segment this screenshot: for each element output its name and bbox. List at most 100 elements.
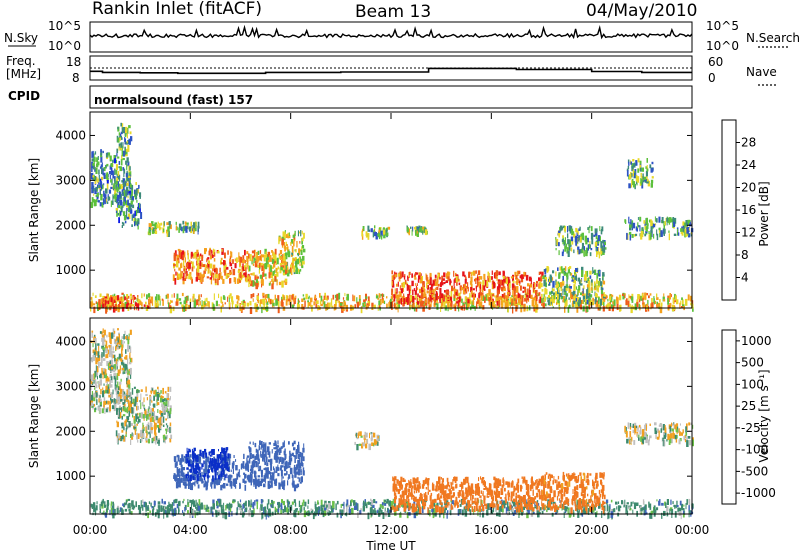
echo-cell (93, 160, 95, 165)
echo-cell (688, 510, 691, 514)
echo-cell (317, 500, 319, 505)
echo-cell (476, 304, 478, 309)
echo-cell (93, 392, 96, 398)
echo-cell (625, 507, 627, 514)
echo-cell (116, 160, 117, 164)
echo-cell (585, 280, 588, 283)
echo-cell (209, 248, 211, 252)
echo-cell (599, 281, 603, 285)
echo-cell (434, 274, 437, 278)
echo-region (115, 386, 173, 446)
echo-cell (107, 196, 111, 201)
echo-cell (157, 386, 159, 390)
echo-cell (126, 205, 129, 208)
echo-cell (570, 291, 573, 295)
echo-cell (283, 253, 285, 258)
echo-cell (481, 285, 484, 292)
echo-cell (529, 284, 531, 291)
echo-cell (668, 220, 671, 225)
echo-cell (94, 295, 97, 298)
echo-region (624, 216, 694, 241)
echo-cell (105, 303, 108, 307)
echo-cell (181, 271, 183, 274)
echo-cell (541, 289, 544, 292)
echo-cell (127, 191, 129, 196)
echo-cell (248, 253, 250, 259)
echo-cell (106, 172, 109, 178)
echo-cell (256, 256, 259, 264)
echo-cell (429, 290, 431, 294)
echo-cell (140, 212, 143, 219)
echo-cell (237, 301, 239, 307)
echo-cell (658, 216, 661, 223)
echo-cell (101, 202, 104, 208)
echo-cell (221, 484, 225, 488)
echo-cell (152, 509, 154, 516)
echo-cell (92, 349, 95, 354)
echo-cell (204, 504, 206, 510)
echo-cell (234, 304, 237, 308)
echo-cell (93, 373, 95, 380)
echo-cell (684, 231, 687, 238)
echo-cell (270, 269, 273, 275)
echo-cell (283, 280, 285, 283)
echo-cell (127, 339, 130, 345)
echo-cell (300, 249, 303, 255)
echo-cell (107, 152, 111, 156)
echo-cell (552, 297, 555, 304)
echo-cell (140, 438, 143, 441)
echo-cell (198, 454, 200, 461)
echo-cell (90, 379, 93, 385)
echo-cell (150, 223, 152, 228)
echo-cell (532, 297, 535, 301)
echo-cell (635, 233, 638, 236)
echo-cell (188, 226, 191, 231)
echo-cell (393, 304, 396, 307)
echo-cell (247, 274, 249, 280)
echo-cell (328, 511, 331, 515)
echo-cell (116, 346, 119, 350)
echo-cell (146, 424, 149, 431)
echo-cell (502, 300, 506, 303)
echo-cell (127, 388, 130, 396)
echo-cell (575, 268, 578, 272)
echo-cell (383, 499, 386, 505)
echo-cell (469, 299, 472, 305)
echo-cell (250, 273, 253, 276)
echo-cell (213, 478, 215, 484)
echo-cell (118, 132, 120, 136)
echo-cell (432, 512, 435, 519)
echo-cell (121, 340, 124, 345)
echo-cell (143, 427, 145, 431)
echo-cell (631, 234, 634, 238)
echo-cell (95, 365, 97, 372)
echo-cell (558, 282, 561, 287)
echo-cell (117, 304, 120, 307)
echo-cell (563, 296, 565, 303)
echo-cell (156, 294, 158, 301)
echo-cell (124, 435, 126, 442)
echo-cell (557, 231, 561, 236)
echo-cell (242, 504, 245, 509)
echo-cell (286, 499, 289, 503)
echo-cell (589, 294, 593, 298)
echo-cell (242, 255, 245, 261)
echo-cell (362, 226, 365, 232)
echo-cell (272, 280, 275, 285)
echo-cell (181, 272, 183, 278)
echo-cell (407, 231, 410, 235)
echo-cell (688, 505, 690, 512)
echo-cell (317, 510, 319, 516)
echo-cell (116, 210, 118, 217)
echo-cell (147, 438, 150, 444)
echo-cell (497, 297, 500, 305)
echo-cell (133, 426, 136, 430)
echo-cell (262, 269, 265, 273)
echo-cell (288, 235, 291, 239)
echo-cell (599, 226, 601, 232)
echo-cell (195, 277, 198, 282)
echo-cell (396, 295, 398, 303)
echo-cell (603, 292, 605, 297)
echo-cell (140, 429, 143, 437)
echo-cell (557, 283, 560, 290)
